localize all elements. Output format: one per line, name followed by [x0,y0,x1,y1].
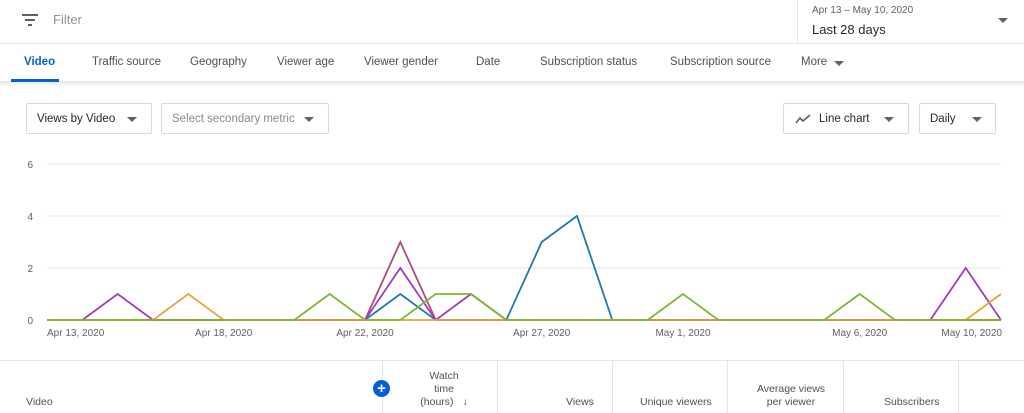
secondary-metric-label: Select secondary metric [172,113,295,125]
chart-type-label: Line chart [819,113,870,125]
tab-subscription-status[interactable]: Subscription status [540,56,638,68]
date-range-text: Apr 13 – May 10, 2020 [812,5,914,16]
chevron-down-icon [972,117,982,122]
y-tick-label: 2 [27,264,33,275]
series-line-5 [47,292,1001,321]
x-tick-label: May 1, 2020 [655,328,710,339]
x-tick-label: May 6, 2020 [832,328,887,339]
y-tick-label: 4 [27,212,33,223]
tab-geography[interactable]: Geography [190,56,247,68]
tab-traffic-source[interactable]: Traffic source [92,56,162,68]
secondary-metric-dropdown[interactable]: Select secondary metric [161,103,329,134]
active-tab-indicator [11,79,59,82]
x-tick-label: Apr 13, 2020 [47,328,105,339]
date-range-label: Last 28 days [812,22,886,37]
tab-bar-shadow [0,82,1024,87]
chevron-down-icon [834,61,844,66]
column-header-views[interactable]: Views [566,396,594,408]
table-header: Video + Watch time (hours) ↓ Views Uniqu… [0,360,1024,413]
x-tick-label: Apr 18, 2020 [195,328,253,339]
chevron-down-icon [884,117,894,122]
series-line-3 [47,266,1002,322]
primary-metric-label: Views by Video [37,113,116,125]
tab-date[interactable]: Date [476,56,501,68]
y-tick-label: 0 [27,316,33,327]
column-header-avg-views[interactable]: Average views per viewer [756,383,826,408]
chevron-down-icon [304,117,314,122]
granularity-label: Daily [930,113,956,125]
date-range-picker[interactable]: Apr 13 – May 10, 2020 Last 28 days [797,0,1024,44]
tab-video[interactable]: Video [24,56,56,68]
column-header-video[interactable]: Video [26,396,53,408]
tab-more[interactable]: More [801,56,828,68]
x-tick-label: Apr 27, 2020 [513,328,571,339]
tab-subscription-source[interactable]: Subscription source [670,56,771,68]
series-line-4 [47,292,1002,321]
views-line-chart: 0 2 4 6 Apr 13, 2020 Apr 18, 2020 Apr 22, 2020… [27,160,1002,339]
tab-viewer-gender[interactable]: Viewer gender [364,56,438,68]
y-tick-label: 6 [27,160,33,171]
filter-input[interactable]: Filter [53,12,82,27]
primary-metric-dropdown[interactable]: Views by Video [26,103,152,134]
sort-desc-icon: ↓ [462,396,468,408]
chevron-down-icon [998,18,1008,23]
filter-bar: Filter Apr 13 – May 10, 2020 Last 28 day… [0,0,1024,44]
column-header-subscribers[interactable]: Subscribers [884,396,940,408]
line-chart-icon [795,114,811,124]
chevron-down-icon [127,117,137,122]
column-header-unique-viewers[interactable]: Unique viewers [640,396,712,408]
x-tick-label: Apr 22, 2020 [336,328,394,339]
column-header-watch-time[interactable]: Watch time (hours) ↓ [420,370,468,408]
chart-type-dropdown[interactable]: Line chart [783,103,909,134]
tab-bar: Video Traffic source Geography Viewer ag… [0,44,1024,82]
add-column-button[interactable]: + [373,380,390,397]
x-tick-label: May 10, 2020 [941,328,1002,339]
granularity-dropdown[interactable]: Daily [919,103,996,134]
filter-icon[interactable] [22,14,38,26]
tab-viewer-age[interactable]: Viewer age [277,56,335,68]
